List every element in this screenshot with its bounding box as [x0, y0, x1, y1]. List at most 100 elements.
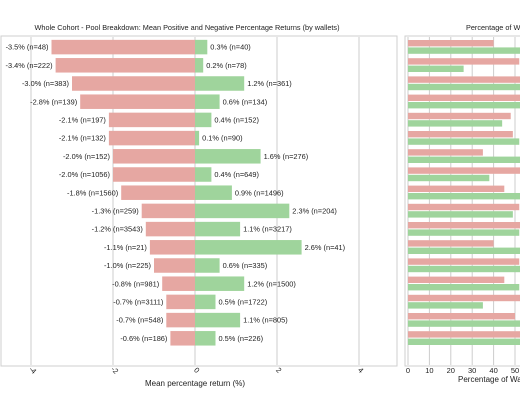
negative-bar	[108, 112, 195, 128]
negative-share-bar	[408, 40, 494, 47]
negative-share-bar	[408, 276, 505, 283]
right-x-tick-label: 40	[489, 366, 497, 375]
positive-data-label: 0.5% (n=226)	[219, 334, 264, 343]
positive-bar	[195, 149, 261, 164]
positive-bar	[195, 58, 204, 73]
positive-share-bar	[408, 83, 520, 91]
positive-data-label: 2.6% (n=41)	[305, 243, 345, 252]
negative-bar	[113, 167, 195, 182]
positive-bar	[195, 112, 212, 128]
negative-data-label: -2.1% (n=197)	[59, 116, 106, 125]
positive-data-label: 0.5% (n=1722)	[219, 298, 268, 307]
positive-share-bar	[408, 211, 513, 218]
negative-bar	[170, 331, 195, 346]
negative-bar	[145, 221, 195, 237]
negative-data-label: -3.4% (n=222)	[6, 61, 53, 70]
negative-data-label: -3.5% (n=48)	[6, 43, 49, 52]
right-x-tick-label: 30	[468, 366, 476, 375]
negative-share-bar	[408, 76, 520, 83]
negative-share-bar	[408, 313, 515, 320]
negative-bar	[149, 240, 195, 255]
negative-share-bar	[408, 131, 513, 138]
negative-bar	[166, 312, 195, 328]
positive-share-bar	[408, 265, 520, 273]
positive-data-label: 0.4% (n=649)	[214, 170, 259, 179]
left-x-tick-label: 4	[356, 366, 365, 375]
left-chart-title: Whole Cohort - Pool Breakdown: Mean Posi…	[35, 23, 340, 32]
positive-bar	[195, 240, 302, 255]
negative-data-label: -1.0% (n=225)	[104, 261, 151, 270]
left-bars	[51, 39, 302, 346]
positive-data-label: 0.3% (n=40)	[210, 43, 250, 52]
positive-bar	[195, 130, 200, 146]
right-tick-labels: 0 10 20 30 40 50	[406, 366, 519, 375]
positive-share-bar	[408, 156, 520, 163]
positive-data-label: 0.2% (n=78)	[206, 61, 246, 70]
negative-share-bar	[408, 203, 520, 211]
positive-data-label: 0.4% (n=152)	[214, 116, 259, 125]
positive-bar	[195, 76, 245, 91]
positive-share-bar	[408, 338, 520, 345]
percentage-wallets-chart: 0 10 20 30 40 50 Percentage of W Percentage o…	[404, 23, 520, 384]
positive-data-label: 1.1% (n=3217)	[243, 225, 292, 234]
positive-bar	[195, 185, 232, 200]
negative-bar	[51, 39, 195, 55]
positive-data-label: 1.2% (n=1500)	[247, 279, 296, 288]
positive-bar	[195, 221, 241, 237]
negative-share-bar	[408, 112, 511, 120]
negative-data-label: -2.0% (n=152)	[63, 152, 110, 161]
right-x-tick-label: 50	[511, 366, 519, 375]
positive-data-label: 2.3% (n=204)	[292, 207, 337, 216]
negative-bar	[154, 258, 195, 273]
left-x-axis-label: Mean percentage return (%)	[145, 379, 245, 388]
negative-share-bar	[408, 149, 483, 156]
negative-share-bar	[408, 185, 505, 192]
positive-share-bar	[408, 193, 520, 200]
negative-data-label: -3.0% (n=383)	[22, 79, 69, 88]
left-data-labels: -3.5% (n=48) 0.3% (n=40) -3.4% (n=222) 0.2%…	[6, 43, 346, 343]
positive-data-label: 1.2% (n=361)	[247, 79, 292, 88]
positive-share-bar	[408, 138, 520, 145]
left-gridlines	[30, 37, 360, 365]
negative-share-bar	[408, 94, 520, 101]
negative-data-label: -2.8% (n=139)	[30, 97, 77, 106]
negative-data-label: -1.3% (n=259)	[92, 207, 139, 216]
positive-share-bar	[408, 47, 520, 54]
positive-share-bar	[408, 102, 520, 109]
positive-bar	[195, 203, 290, 219]
positive-share-bar	[408, 320, 520, 327]
left-tick-labels: -4 -2 0 2 4	[27, 365, 365, 376]
negative-data-label: -2.0% (n=1056)	[59, 170, 110, 179]
negative-share-bar	[408, 240, 494, 247]
negative-bar	[80, 94, 195, 109]
negative-bar	[108, 130, 195, 146]
positive-bar	[195, 276, 245, 291]
right-gridlines	[407, 37, 516, 365]
left-x-tick-label: 0	[192, 366, 201, 375]
positive-bar	[195, 331, 216, 346]
positive-data-label: 0.6% (n=134)	[223, 97, 268, 106]
negative-bar	[141, 203, 195, 219]
negative-data-label: -0.7% (n=548)	[116, 316, 163, 325]
negative-share-bar	[408, 294, 520, 302]
positive-bar	[195, 312, 241, 328]
negative-data-label: -1.1% (n=21)	[104, 243, 147, 252]
negative-data-label: -0.7% (n=3111)	[113, 298, 163, 307]
positive-data-label: 0.6% (n=335)	[223, 261, 268, 270]
positive-bar	[195, 94, 220, 109]
right-x-axis-label: Percentage of Wa	[458, 375, 520, 384]
right-chart-title: Percentage of W	[466, 23, 520, 32]
negative-data-label: -2.1% (n=132)	[59, 134, 106, 143]
left-x-tick-label: -2	[109, 365, 120, 376]
right-x-tick-label: 10	[425, 366, 433, 375]
negative-bar	[113, 149, 195, 164]
left-x-tick-label: 2	[274, 366, 283, 375]
negative-share-bar	[408, 58, 520, 65]
negative-data-label: -1.2% (n=3543)	[92, 225, 143, 234]
left-x-tick-label: -4	[27, 365, 38, 376]
right-x-tick-label: 20	[447, 366, 455, 375]
positive-bar	[195, 39, 208, 55]
positive-share-bar	[408, 174, 490, 182]
negative-bar	[55, 58, 195, 73]
